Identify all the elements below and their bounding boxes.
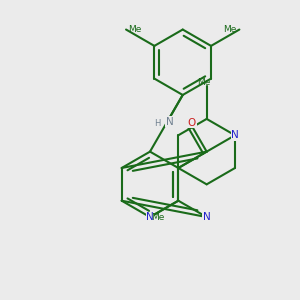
Text: Me: Me bbox=[128, 25, 142, 34]
Text: N: N bbox=[146, 212, 154, 222]
Text: O: O bbox=[188, 118, 196, 128]
Text: Me: Me bbox=[197, 78, 210, 87]
Text: N: N bbox=[166, 117, 173, 127]
Text: N: N bbox=[231, 130, 239, 140]
Text: N: N bbox=[203, 212, 211, 222]
Text: H: H bbox=[154, 119, 160, 128]
Text: Me: Me bbox=[152, 213, 165, 222]
Text: Me: Me bbox=[224, 25, 237, 34]
Text: N: N bbox=[231, 130, 239, 140]
